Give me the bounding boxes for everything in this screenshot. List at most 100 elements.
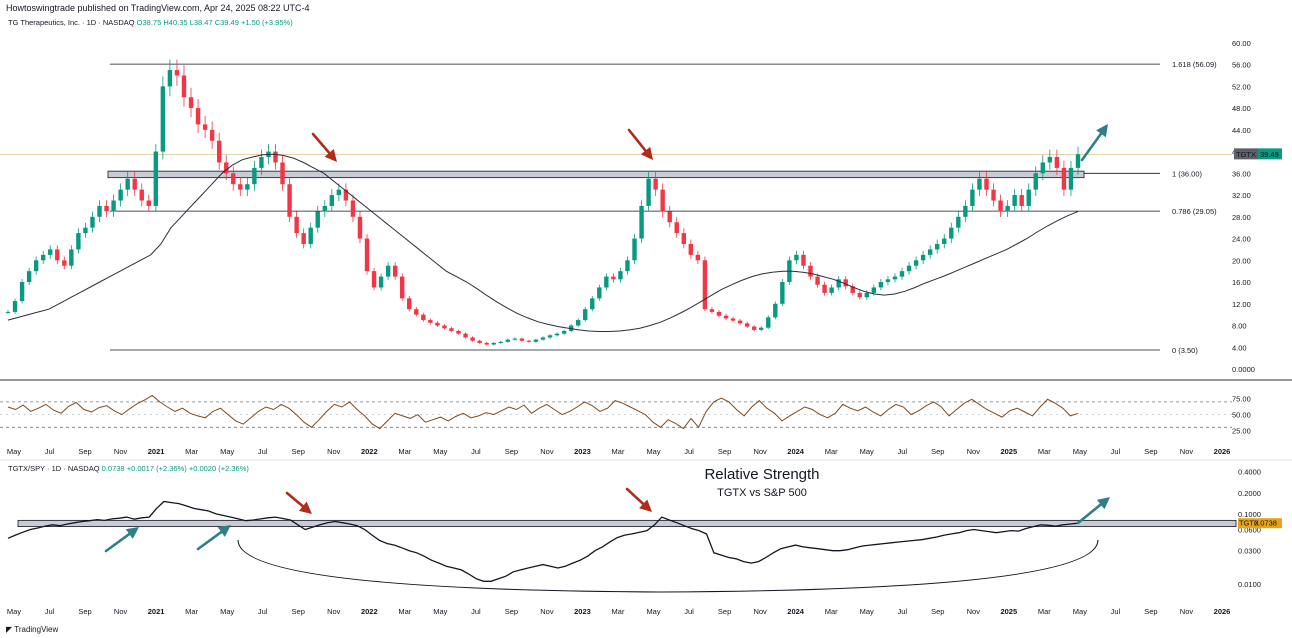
candle-body: [1005, 205, 1010, 212]
candle-body: [709, 309, 715, 312]
rsi-axis-tick: 75.00: [1232, 395, 1251, 404]
time-axis-tick: Jul: [45, 447, 55, 456]
candle-body: [949, 227, 954, 239]
time-axis-tick: Nov: [114, 447, 128, 456]
tradingview-brand: ◤ TradingView: [6, 625, 58, 634]
candle-body: [801, 254, 806, 266]
time-axis-tick: May: [433, 607, 447, 616]
candle-body: [5, 311, 11, 313]
candle-body: [308, 227, 313, 244]
candle-body: [653, 178, 658, 190]
last-price-tag: TGTX 39.49: [1234, 148, 1282, 160]
rsi-axis-tick: 25.00: [1232, 426, 1251, 435]
candle-body: [181, 75, 187, 98]
time-axis-tick: Nov: [327, 447, 341, 456]
candle-body: [963, 205, 968, 217]
candle-body: [935, 243, 940, 250]
time-axis-tick: Sep: [292, 447, 305, 456]
candle-body: [69, 249, 74, 266]
fib-level-label: 0.786 (29.05): [1172, 207, 1217, 216]
rs-tag-value: 0.0738: [1254, 519, 1277, 528]
time-axis-tick: Sep: [1144, 607, 1157, 616]
candle-body: [519, 338, 525, 341]
arrow-head: [639, 499, 652, 512]
candle-body: [48, 249, 53, 255]
time-axis-tick: May: [860, 607, 874, 616]
candle-body: [660, 189, 665, 212]
rs-legend: TGTX/SPY · 1D · NASDAQ 0.0738 +0.0017 (+…: [8, 464, 249, 473]
time-axis-tick: Jul: [258, 607, 268, 616]
time-axis-tick: 2021: [148, 447, 165, 456]
price-axis-tick: 48.00: [1232, 104, 1251, 113]
time-axis-tick: Mar: [398, 447, 411, 456]
candle-body: [470, 337, 475, 341]
candle-body: [674, 222, 679, 234]
candle-body: [906, 265, 912, 272]
price-axis-tick: 20.00: [1232, 256, 1251, 265]
brand-text: TradingView: [14, 625, 59, 634]
time-axis-tick: Sep: [78, 607, 91, 616]
candle-body: [984, 178, 989, 190]
candle-body: [681, 233, 686, 244]
candle-body: [484, 342, 489, 345]
time-axis-tick: Nov: [753, 607, 767, 616]
arrow-head: [1096, 124, 1108, 138]
candle-body: [512, 338, 518, 340]
candle-body: [280, 162, 285, 185]
time-axis-tick: May: [1073, 607, 1087, 616]
candle-body: [1033, 173, 1038, 190]
price-axis-tick: 36.00: [1232, 169, 1251, 178]
change-value: +1.50 (+3.95%): [240, 18, 293, 27]
candle-body: [625, 260, 630, 272]
candle-body: [977, 178, 982, 190]
candle-body: [62, 260, 67, 266]
candle-body: [357, 216, 363, 239]
red-arrow-icon: [311, 132, 337, 162]
time-axis-tick: Mar: [825, 607, 838, 616]
candle-body: [604, 276, 609, 288]
candle-body: [815, 276, 820, 285]
candle-body: [55, 249, 60, 261]
symbol-legend: TG Therapeutics, Inc. · 1D · NASDAQ O38.…: [8, 18, 293, 27]
time-axis-tick: Sep: [1144, 447, 1157, 456]
candle-body: [843, 279, 848, 287]
time-axis-tick: May: [220, 607, 234, 616]
rs-subtitle: TGTX vs S&P 500: [717, 487, 807, 499]
arrow-shaft: [285, 491, 305, 508]
price-pane: 60.0056.0052.0048.0044.0040.0036.0032.00…: [0, 39, 1282, 374]
price-axis-tick: 4.00: [1232, 343, 1247, 352]
time-axis-tick: 2023: [574, 447, 591, 456]
time-axis-tick: Sep: [78, 447, 91, 456]
candle-body: [871, 287, 877, 293]
rs-axis-tick: 0.0300: [1238, 547, 1261, 556]
price-axis-tick: 56.00: [1232, 61, 1251, 70]
rs-axis-tick: 0.4000: [1238, 468, 1261, 477]
candle-body: [857, 292, 862, 298]
time-axis-tick: Mar: [612, 447, 625, 456]
candle-body: [343, 189, 349, 201]
time-axis-tick: Jul: [45, 607, 55, 616]
candle-body: [751, 326, 757, 330]
moving-average-line: [7, 153, 1079, 332]
symbol-name: TG Therapeutics, Inc. · 1D · NASDAQ: [8, 18, 135, 27]
time-axis-tick: Nov: [967, 447, 981, 456]
candle-body: [216, 140, 222, 163]
arrow-shaft: [311, 132, 331, 155]
rsi-pane: 75.00 50.00 25.00 May Jul Sep Nov 2021 Mar May Jul…: [0, 395, 1251, 456]
tradingview-logo-icon: ◤: [6, 625, 13, 634]
arrow-shaft: [1080, 132, 1103, 162]
time-axis-tick: Jul: [471, 447, 481, 456]
rsi-axis-tick: 50.00: [1232, 411, 1251, 420]
time-axis-tick: 2022: [361, 607, 378, 616]
time-axis-tick: Sep: [931, 607, 944, 616]
candle-body: [259, 157, 264, 168]
time-axis-tick: May: [646, 447, 660, 456]
candle-body: [716, 311, 722, 316]
time-axis-tick: Mar: [1038, 607, 1051, 616]
time-axis-tick: 2026: [1214, 607, 1231, 616]
rs-axis-tick: 0.0100: [1238, 580, 1261, 589]
arrow-shaft: [1076, 503, 1102, 525]
candle-body: [329, 195, 335, 206]
